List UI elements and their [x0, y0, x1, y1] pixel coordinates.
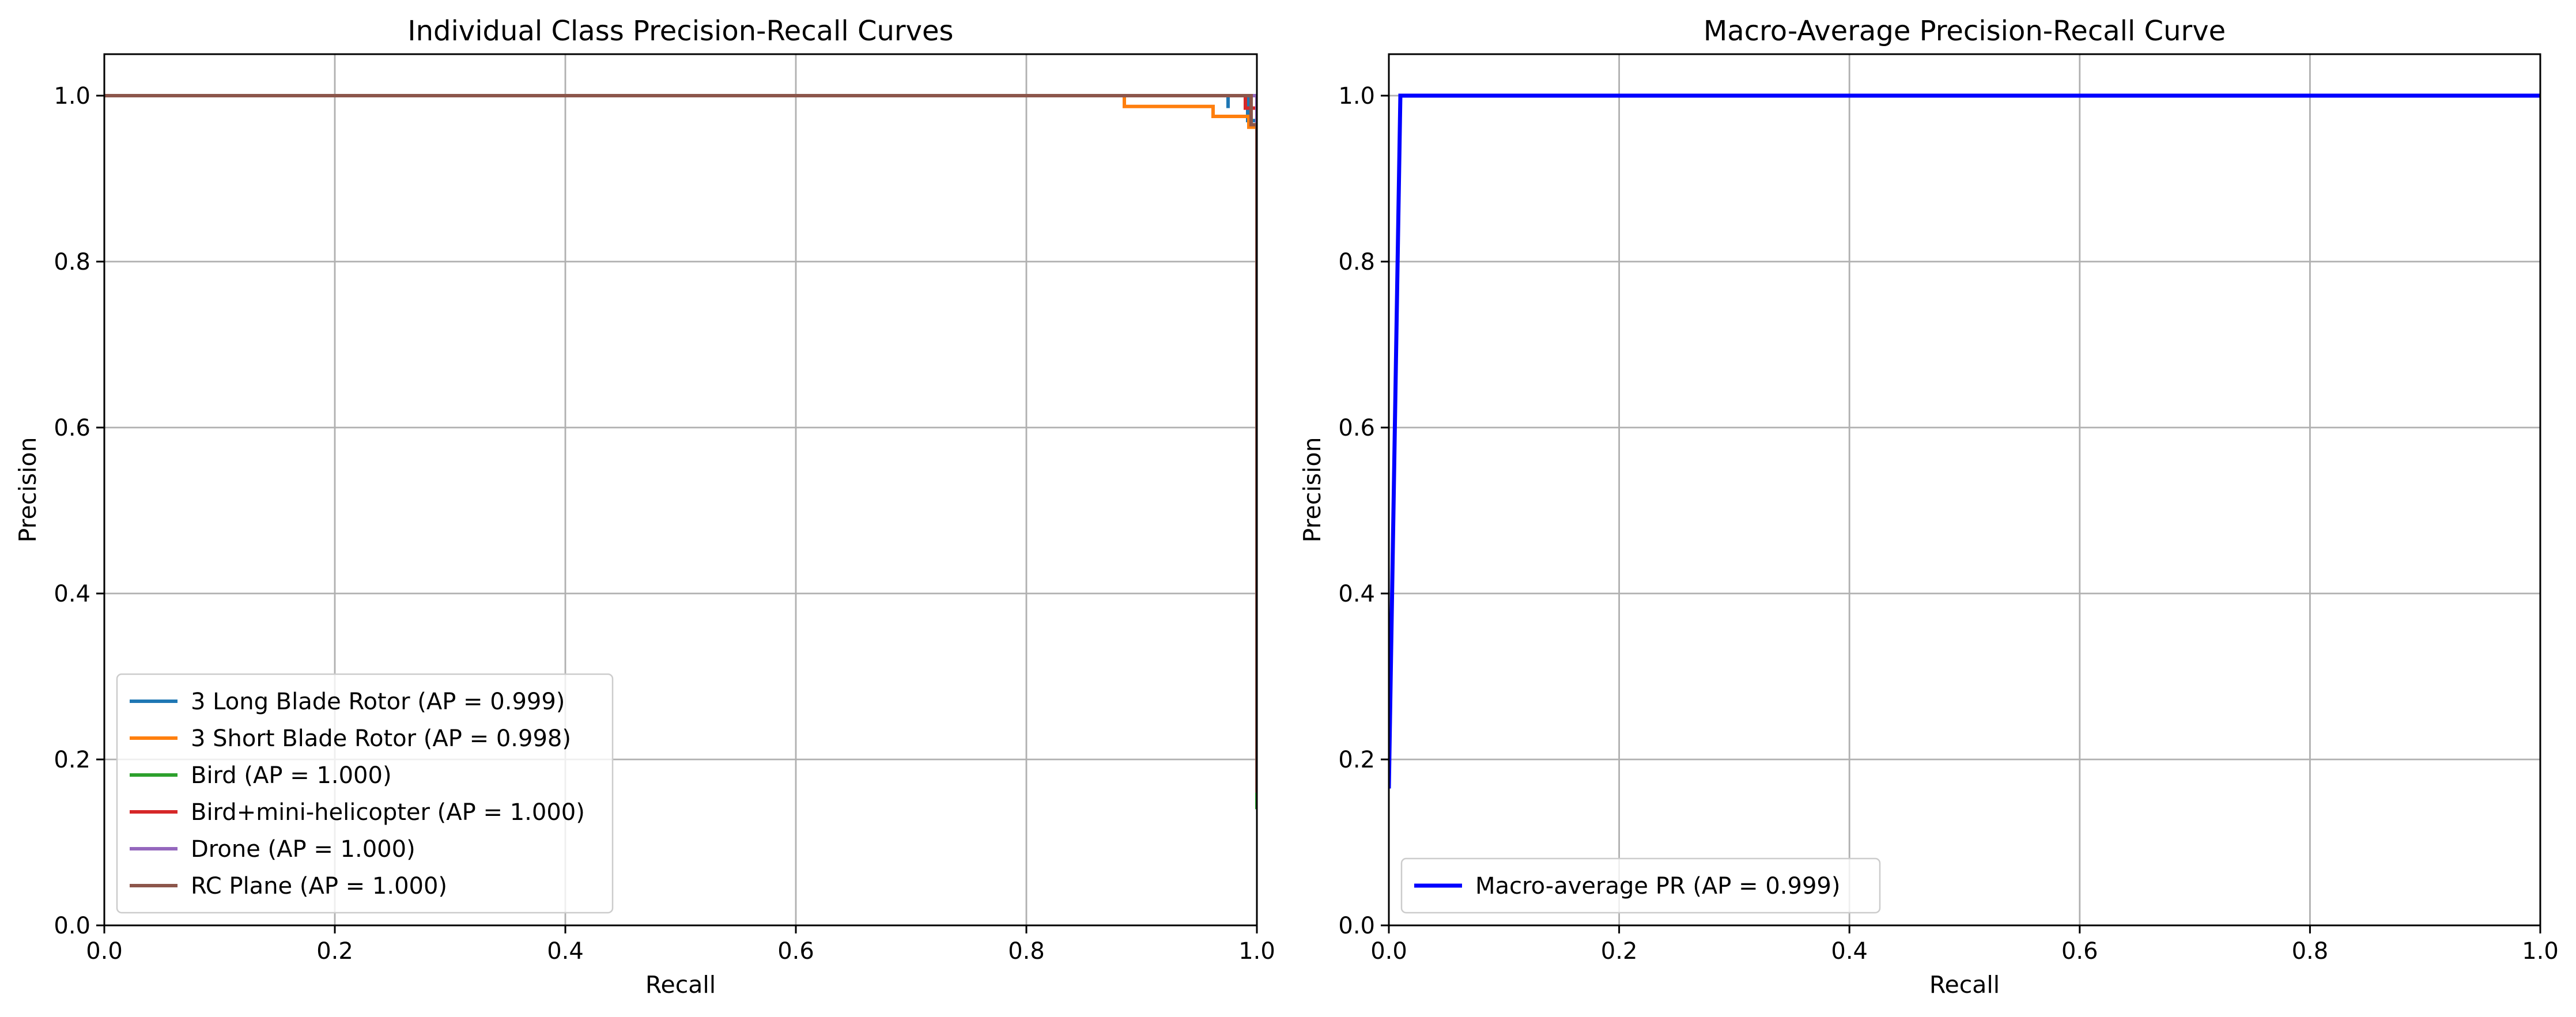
legend-label-1: 3 Long Blade Rotor (AP = 0.999): [191, 689, 565, 715]
x-tick-label: 0.0: [86, 938, 123, 965]
series-line-1: [1389, 93, 2540, 789]
chart-title: Macro-Average Precision-Recall Curve: [1704, 15, 2226, 47]
y-tick-label: 0.8: [54, 249, 90, 275]
y-tick-label: 0.2: [1338, 747, 1375, 773]
y-tick-label: 1.0: [54, 83, 90, 109]
axes-frame: [1388, 53, 2541, 927]
series-line-6: [104, 94, 1257, 793]
x-tick-label: 0.4: [1831, 938, 1868, 965]
x-tick-label: 0.2: [1601, 938, 1638, 965]
legend-label-6: RC Plane (AP = 1.000): [191, 873, 447, 899]
x-tick-label: 1.0: [1238, 938, 1275, 965]
axes-frame: [103, 53, 1258, 927]
x-tick-label: 0.6: [777, 938, 814, 965]
legend-label-1: Macro-average PR (AP = 0.999): [1475, 873, 1840, 899]
y-tick-label: 1.0: [1338, 83, 1375, 109]
y-tick-label: 0.4: [1338, 581, 1375, 607]
y-axis-label: Precision: [1298, 437, 1326, 543]
x-tick-label: 0.8: [1008, 938, 1045, 965]
y-tick-label: 0.4: [54, 581, 90, 607]
legend-label-3: Bird (AP = 1.000): [191, 762, 392, 789]
x-tick-label: 0.6: [2061, 938, 2098, 965]
y-tick-label: 0.8: [1338, 249, 1375, 275]
legend-label-5: Drone (AP = 1.000): [191, 836, 416, 863]
legend-label-2: 3 Short Blade Rotor (AP = 0.998): [191, 725, 571, 752]
chart-panel-2: 0.0 0.2 0.4 0.6 0.8 1.0 0.0 0.2 0.4 0.6 0.8 1.0 Macr…: [1298, 15, 2559, 999]
y-tick-label: 0.0: [54, 913, 90, 939]
x-axis-label: Recall: [645, 971, 716, 999]
x-tick-label: 0.2: [316, 938, 353, 965]
chart-panel-1: 0.0 0.2 0.4 0.6 0.8 1.0 0.0 0.2 0.4 0.6 0.8 1.0 Indi…: [14, 15, 1275, 999]
x-axis-label: Recall: [1929, 971, 2000, 999]
y-tick-label: 0.6: [54, 415, 90, 441]
x-tick-label: 0.8: [2292, 938, 2329, 965]
legend-box: [116, 673, 614, 914]
x-tick-label: 0.4: [547, 938, 584, 965]
y-tick-label: 0.6: [1338, 415, 1375, 441]
legend-box: [1400, 857, 1881, 914]
legend-label-4: Bird+mini-helicopter (AP = 1.000): [191, 799, 585, 826]
x-tick-label: 0.0: [1370, 938, 1407, 965]
chart-title: Individual Class Precision-Recall Curves: [407, 15, 953, 47]
series-line-2: [104, 94, 1257, 793]
y-axis-label: Precision: [14, 437, 41, 543]
x-tick-label: 1.0: [2522, 938, 2559, 965]
y-tick-label: 0.2: [54, 747, 90, 773]
y-tick-label: 0.0: [1338, 913, 1375, 939]
